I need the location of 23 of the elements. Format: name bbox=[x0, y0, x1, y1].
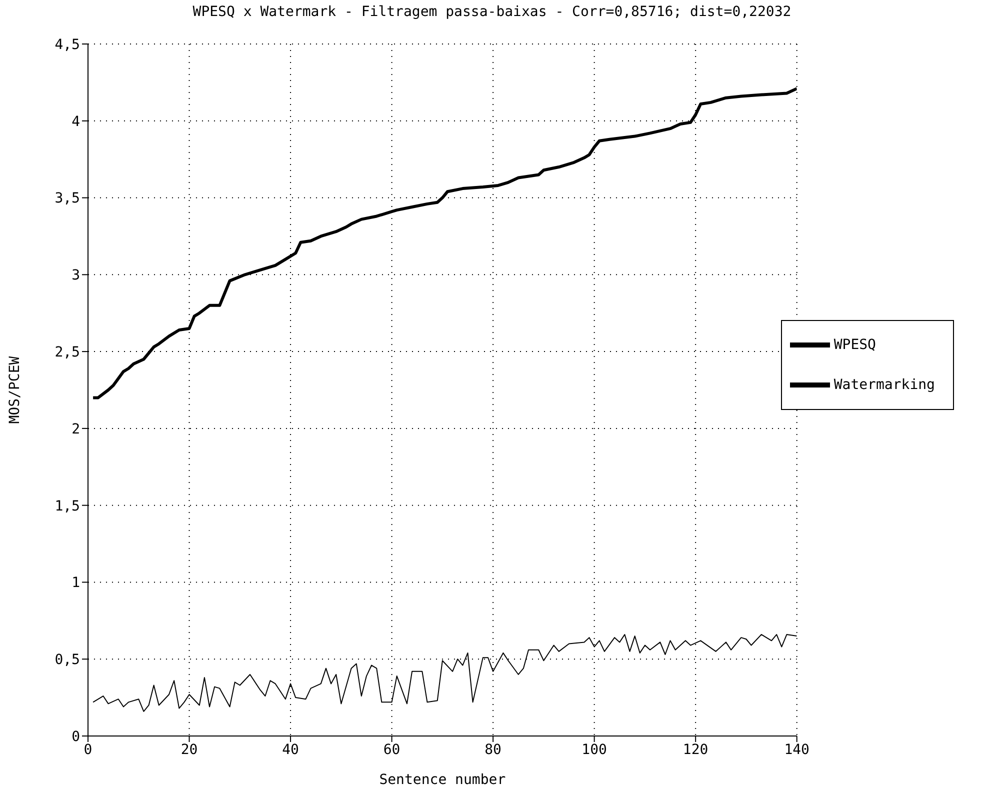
y-tick-label: 1,5 bbox=[54, 498, 80, 514]
legend-label: WPESQ bbox=[834, 336, 876, 353]
y-tick-label: 0,5 bbox=[54, 652, 80, 668]
legend-label: Watermarking bbox=[834, 376, 935, 393]
x-tick-label: 100 bbox=[582, 742, 607, 758]
x-tick-label: 60 bbox=[383, 742, 400, 758]
x-tick-label: 0 bbox=[84, 742, 92, 758]
x-tick-label: 120 bbox=[682, 742, 708, 758]
y-tick-label: 0 bbox=[72, 728, 80, 745]
x-axis-title: Sentence number bbox=[379, 772, 506, 788]
y-axis-title: MOS/PCEW bbox=[6, 356, 23, 424]
chart-title: WPESQ x Watermark - Filtragem passa-baixas - Corr=0,85716; dist=0,22032 bbox=[192, 4, 792, 20]
x-tick-label: 140 bbox=[784, 742, 810, 758]
x-tick-label: 80 bbox=[484, 742, 502, 758]
y-tick-label: 2 bbox=[72, 421, 80, 438]
y-tick-label: 2,5 bbox=[54, 344, 80, 361]
y-tick-label: 4 bbox=[72, 114, 80, 130]
x-tick-label: 40 bbox=[282, 742, 299, 758]
y-tick-label: 4,5 bbox=[54, 36, 80, 53]
y-tick-label: 3,5 bbox=[54, 190, 80, 207]
y-tick-label: 1 bbox=[72, 575, 80, 592]
x-tick-label: 20 bbox=[180, 742, 198, 758]
y-tick-label: 3 bbox=[72, 268, 80, 284]
